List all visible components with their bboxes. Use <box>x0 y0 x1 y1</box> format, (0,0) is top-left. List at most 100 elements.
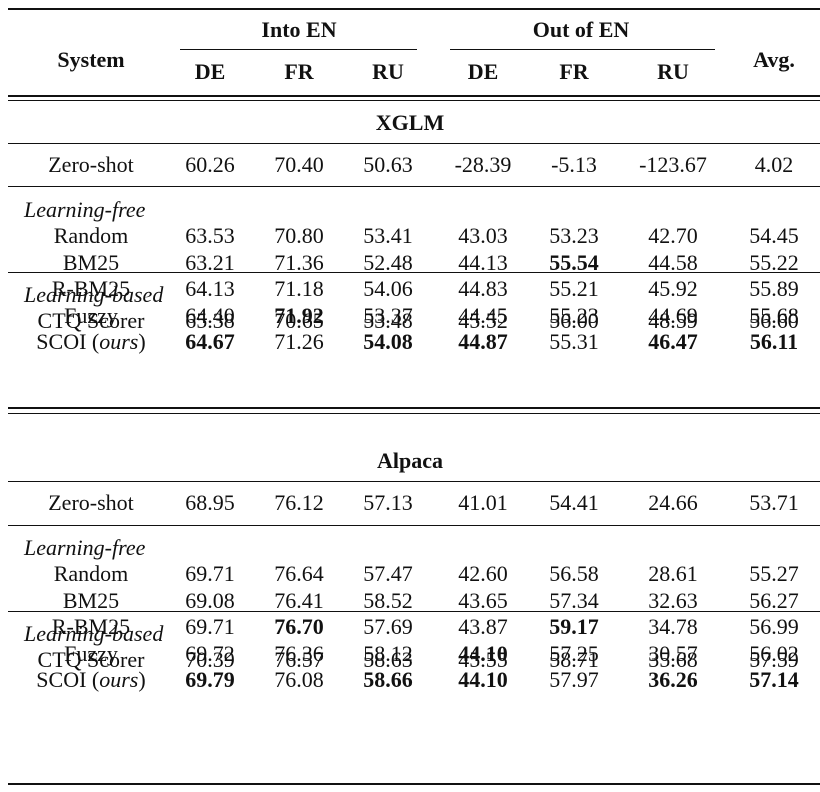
table-cell: 70.40 <box>274 152 324 177</box>
row-label-name: SCOI <box>36 667 87 692</box>
table-cell: 55.68 <box>749 302 799 328</box>
table-cell: -5.13 <box>551 152 597 177</box>
table-cell: 44.13 <box>458 249 508 275</box>
row-label: BM25 <box>62 587 120 613</box>
into-en-rule <box>180 49 417 50</box>
table-cell: 58.66 <box>363 667 413 692</box>
section-rule <box>8 143 820 144</box>
table-cell: 55.54 <box>549 249 599 275</box>
table-cell: 53.23 <box>549 223 599 248</box>
table-cell: 55.27 <box>749 561 799 586</box>
table-cell: 56.11 <box>749 329 799 354</box>
row-label: CTQ Scorer <box>37 647 145 672</box>
table-cell: 28.61 <box>648 561 698 586</box>
table-cell: 54.08 <box>363 329 413 354</box>
table-cell: 71.18 <box>274 276 324 301</box>
table-cell: 32.63 <box>648 587 698 613</box>
table-cell: 45.92 <box>648 276 698 301</box>
table-cell: 53.41 <box>363 223 413 248</box>
table-cell: 55.31 <box>549 329 599 354</box>
section-rule <box>8 272 820 273</box>
section-rule <box>8 186 820 187</box>
table-cell: 71.26 <box>274 329 324 354</box>
table-cell: 58.52 <box>363 587 413 613</box>
table-cell: 57.25 <box>549 640 599 666</box>
row-label: SCOI (ours) <box>36 329 146 354</box>
table-cell: 24.66 <box>648 490 698 515</box>
table-cell: 53.48 <box>363 308 413 333</box>
table-cell: 46.47 <box>648 329 698 354</box>
table-cell: 69.72 <box>185 640 235 666</box>
table-cell: 60.26 <box>185 152 235 177</box>
table-cell: 76.41 <box>274 587 324 613</box>
section-title: Alpaca <box>377 448 443 473</box>
row-label: Random <box>53 561 129 586</box>
bottom-rule <box>8 783 820 785</box>
table-cell: 76.70 <box>274 614 324 639</box>
table-cell: 57.69 <box>363 614 413 639</box>
table-cell: 64.13 <box>185 276 235 301</box>
table-cell: 42.60 <box>458 561 508 586</box>
table-cell: 54.06 <box>363 276 413 301</box>
table-cell: -28.39 <box>454 152 512 177</box>
table-cell: 58.63 <box>363 647 413 672</box>
table-cell: 54.41 <box>549 490 599 515</box>
table-cell: 71.36 <box>274 249 324 275</box>
header-lang: DE <box>194 59 226 84</box>
table-cell: 69.71 <box>185 561 235 586</box>
table-cell: 69.71 <box>185 614 235 639</box>
row-label: R-BM25 <box>51 276 131 301</box>
table-cell: 56.60 <box>749 308 799 333</box>
table-cell: 57.13 <box>363 490 413 515</box>
table-cell: 43.65 <box>458 587 508 613</box>
table-cell: 44.10 <box>458 667 508 692</box>
table-cell: 57.47 <box>363 561 413 586</box>
table-cell: 52.48 <box>363 249 413 275</box>
table-cell: 76.36 <box>274 640 324 666</box>
section-double-rule <box>8 407 820 409</box>
table-cell: 44.58 <box>648 249 698 275</box>
section-rule <box>8 481 820 482</box>
table-cell: 56.02 <box>749 640 799 666</box>
header-system: System <box>57 47 125 72</box>
header-out-of-en: Out of EN <box>532 17 630 42</box>
table-cell: 69.08 <box>185 587 235 613</box>
header-into-en: Into EN <box>261 17 337 42</box>
header-double-rule <box>8 95 820 97</box>
header-lang: FR <box>559 59 589 84</box>
table-cell: 43.03 <box>458 223 508 248</box>
row-label: Zero-shot <box>48 152 134 177</box>
table-cell: 57.14 <box>749 667 799 692</box>
table-cell: 68.95 <box>185 490 235 515</box>
table-cell: 44.10 <box>458 640 508 666</box>
table-cell: 56.00 <box>549 308 599 333</box>
table-cell: 44.45 <box>458 302 508 328</box>
table-cell: 57.97 <box>549 667 599 692</box>
table-cell: 70.80 <box>274 223 324 248</box>
header-double-rule <box>8 100 820 101</box>
table-cell: 56.58 <box>549 561 599 586</box>
section-double-rule <box>8 413 820 414</box>
table-cell: 70.65 <box>274 308 324 333</box>
table-cell: 30.57 <box>648 640 698 666</box>
table-cell: 44.87 <box>458 329 508 354</box>
table-cell: 58.71 <box>549 647 599 672</box>
table-cell: 35.68 <box>648 647 698 672</box>
table-cell: 63.53 <box>185 223 235 248</box>
table-cell: 63.21 <box>185 249 235 275</box>
group-label: Learning-free <box>24 197 146 222</box>
table-cell: 55.21 <box>549 276 599 301</box>
row-label: Fuzzy <box>64 640 118 666</box>
table-cell: 42.70 <box>648 223 698 248</box>
table-cell: 55.89 <box>749 276 799 301</box>
table-cell: 69.79 <box>185 667 235 692</box>
header-lang: RU <box>657 59 689 84</box>
table-cell: 55.22 <box>749 249 799 275</box>
table-cell: -123.67 <box>639 152 707 177</box>
table-cell: 41.01 <box>458 490 508 515</box>
table-cell: 48.59 <box>648 308 698 333</box>
table-cell: 70.39 <box>185 647 235 672</box>
table-cell: 45.55 <box>458 647 508 672</box>
table-cell: 53.37 <box>363 302 413 328</box>
table-cell: 76.64 <box>274 561 324 586</box>
